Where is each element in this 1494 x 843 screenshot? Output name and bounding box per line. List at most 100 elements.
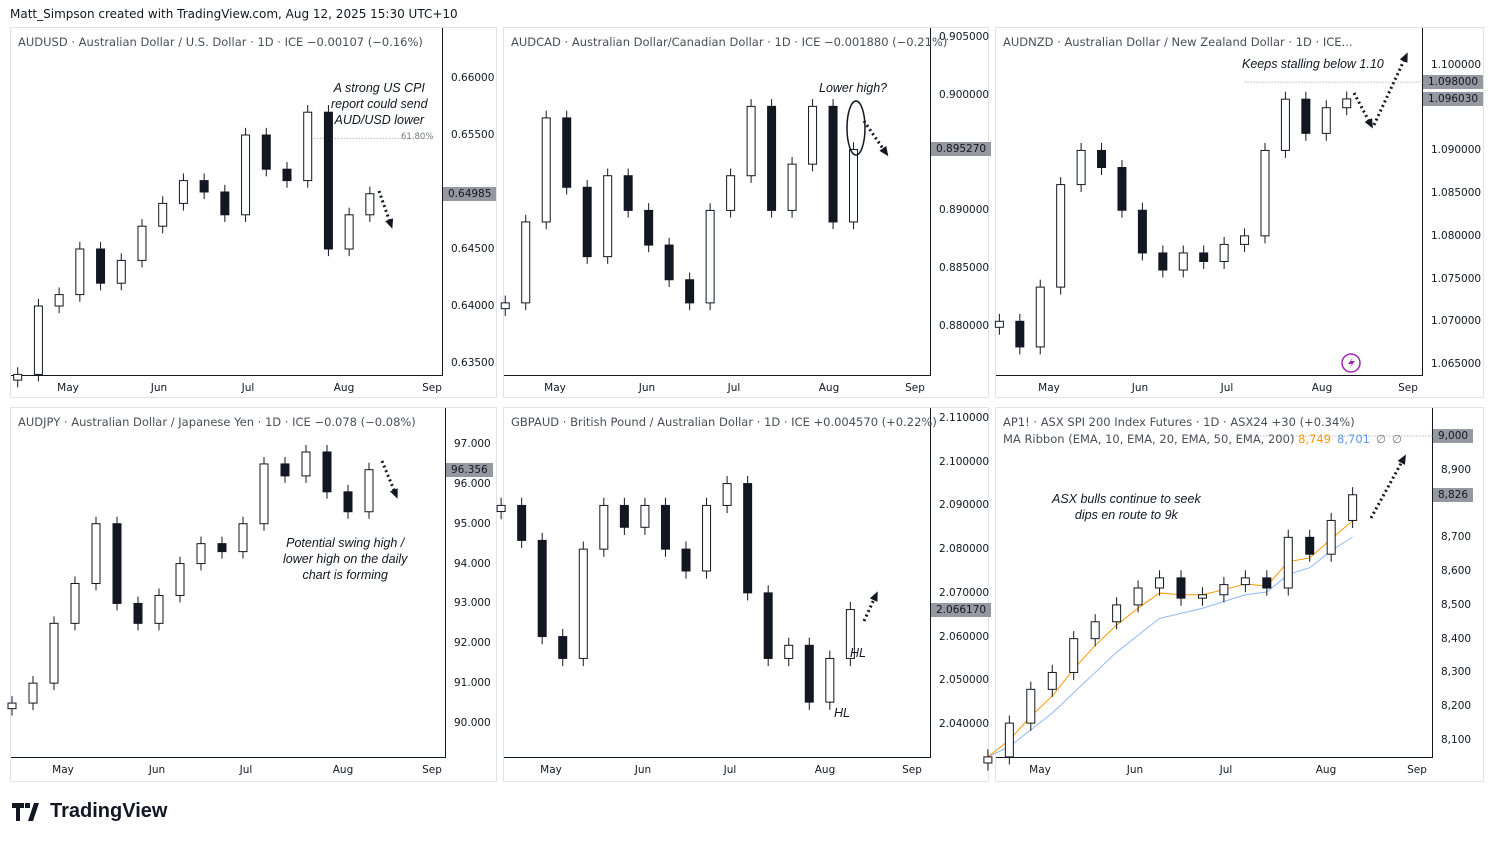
x-tick-label: May xyxy=(1029,764,1051,776)
candle xyxy=(722,475,732,514)
candle xyxy=(365,186,375,222)
candle xyxy=(70,576,80,631)
chart-panel-ap1[interactable]: AP1! · ASX SPI 200 Index Futures · 1D · … xyxy=(983,407,1484,782)
candle xyxy=(578,541,588,667)
candlestick-chart[interactable] xyxy=(500,28,931,376)
dotted-arrow-icon xyxy=(1352,92,1373,129)
candle xyxy=(603,168,613,264)
y-tick-label: 8,300 xyxy=(1441,666,1472,679)
candle xyxy=(1035,279,1045,355)
last-price-tag: 2.066170 xyxy=(931,602,992,617)
candle xyxy=(91,516,101,591)
candle xyxy=(280,456,290,483)
candle xyxy=(521,214,531,311)
x-tick-label: May xyxy=(57,382,79,394)
chart-panel-audnzd[interactable]: AUDNZD · Australian Dollar / New Zealand… xyxy=(994,27,1484,398)
dotted-arrow-icon xyxy=(862,591,878,622)
plot-area[interactable] xyxy=(996,408,1433,758)
candle xyxy=(344,207,354,257)
candle xyxy=(1155,570,1165,596)
indicator-label: MA Ribbon (EMA, 10, EMA, 20, EMA, 50, EM… xyxy=(1003,432,1299,446)
tradingview-logo-text: TradingView xyxy=(50,800,168,822)
chart-annotation: Potential swing high / lower high on the … xyxy=(283,536,408,582)
candle xyxy=(49,616,59,691)
x-tick-label: Aug xyxy=(333,382,355,394)
candle xyxy=(500,295,510,316)
candle xyxy=(241,127,251,222)
tradingview-logo[interactable]: TradingView xyxy=(12,800,167,823)
candle xyxy=(1342,91,1352,116)
candle xyxy=(33,298,43,382)
x-tick-label: Jul xyxy=(1219,764,1233,776)
candle xyxy=(175,556,185,603)
candle xyxy=(1219,577,1229,603)
candle xyxy=(496,497,506,520)
dotted-arrow-icon xyxy=(380,460,398,499)
candle xyxy=(1283,529,1293,596)
x-tick-label: Jul xyxy=(1220,382,1234,394)
candle xyxy=(623,168,633,218)
y-tick-label: 0.66000 xyxy=(451,72,495,84)
candle xyxy=(238,516,248,559)
candle xyxy=(1305,529,1315,562)
x-tick-label: Sep xyxy=(422,764,442,776)
candle xyxy=(259,456,269,531)
candle xyxy=(220,184,230,222)
dotted-arrow-icon xyxy=(862,120,889,157)
candlestick-chart[interactable] xyxy=(994,28,1423,376)
x-tick-label: Jul xyxy=(239,764,253,776)
x-tick-label: May xyxy=(544,382,566,394)
chart-annotation: Lower high? xyxy=(819,81,888,95)
candlestick-chart[interactable] xyxy=(983,408,1433,771)
candle xyxy=(746,99,756,183)
chart-panel-audusd[interactable]: AUDUSD · Australian Dollar / U.S. Dollar… xyxy=(10,27,497,398)
level-price-tag: 9,000 xyxy=(1433,429,1474,443)
candle xyxy=(644,203,654,253)
y-tick-label: 90.000 xyxy=(454,717,491,729)
candle xyxy=(96,241,106,291)
candle xyxy=(541,110,551,230)
y-tick-label: 94.000 xyxy=(454,557,491,570)
chart-panel-audcad[interactable]: AUDCAD · Australian Dollar/Canadian Doll… xyxy=(500,27,992,398)
plot-area[interactable] xyxy=(996,28,1423,376)
plot-area[interactable] xyxy=(11,28,443,376)
x-tick-label: Aug xyxy=(332,764,354,776)
candle xyxy=(619,497,629,535)
candle xyxy=(1112,597,1122,630)
candle xyxy=(517,497,527,549)
y-tick-label: 93.000 xyxy=(454,597,491,610)
chart-panel-audjpy[interactable]: AUDJPY · Australian Dollar / Japanese Ye… xyxy=(7,407,497,782)
lightning-icon[interactable] xyxy=(1341,353,1361,373)
ema10-line xyxy=(987,520,1353,758)
candle xyxy=(664,237,674,287)
y-tick-label: 95.000 xyxy=(454,517,491,530)
candle xyxy=(1047,664,1057,697)
candlestick-chart[interactable] xyxy=(11,28,443,388)
candle xyxy=(804,637,814,710)
highlight-ellipse xyxy=(846,100,866,156)
y-tick-label: 2.090000 xyxy=(939,499,990,512)
plot-area[interactable] xyxy=(504,408,931,758)
y-tick-label: 8,600 xyxy=(1441,565,1472,578)
candle xyxy=(660,497,670,557)
plot-area[interactable] xyxy=(11,408,446,758)
level-price-tag: 1.098000 xyxy=(1423,75,1484,90)
candle xyxy=(787,156,797,218)
candle xyxy=(1348,487,1358,529)
y-tick-label: 1.075000 xyxy=(1431,272,1482,285)
candlestick-chart[interactable] xyxy=(7,408,446,758)
candle xyxy=(1004,715,1014,765)
symbol-title: GBPAUD · British Pound / Australian Doll… xyxy=(511,415,937,429)
candle xyxy=(158,196,168,234)
candle xyxy=(323,105,333,257)
candle xyxy=(1158,245,1168,278)
candle xyxy=(825,650,835,710)
y-tick-label: 0.64500 xyxy=(451,243,495,255)
y-tick-label: 1.070000 xyxy=(1431,315,1482,328)
candle xyxy=(845,601,855,667)
candlestick-chart[interactable] xyxy=(496,408,931,758)
candle xyxy=(1240,228,1250,252)
plot-area[interactable] xyxy=(504,28,931,376)
chart-panel-gbpaud[interactable]: GBPAUD · British Pound / Australian Doll… xyxy=(496,407,992,782)
chart-annotation: A strong US CPI report could send AUD/USD … xyxy=(331,81,428,127)
